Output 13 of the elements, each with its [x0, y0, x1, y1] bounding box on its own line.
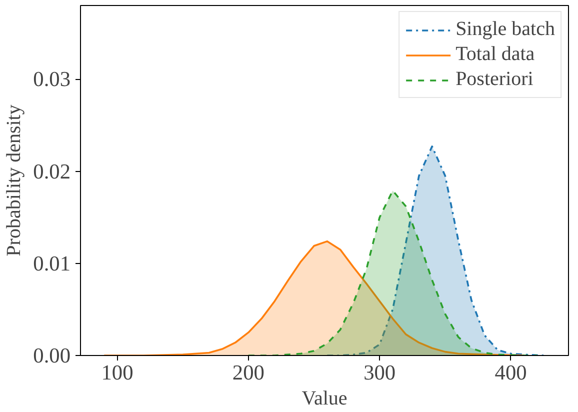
- x-tick-label: 300: [364, 360, 396, 384]
- legend-label: Total data: [456, 43, 535, 66]
- x-axis-title: Value: [302, 388, 348, 410]
- x-tick-label: 100: [101, 360, 134, 384]
- y-tick-label: 0.01: [33, 251, 71, 276]
- x-tick-label: 200: [232, 360, 264, 384]
- y-tick-label: 0.03: [33, 67, 71, 92]
- y-tick-label: 0.02: [33, 159, 71, 184]
- x-tick-label: 400: [494, 360, 527, 384]
- y-tick-label: 0.00: [33, 344, 71, 368]
- y-axis-title: Probability density: [3, 104, 26, 256]
- legend-label: Posteriori: [456, 68, 534, 91]
- legend-label: Single batch: [456, 18, 555, 41]
